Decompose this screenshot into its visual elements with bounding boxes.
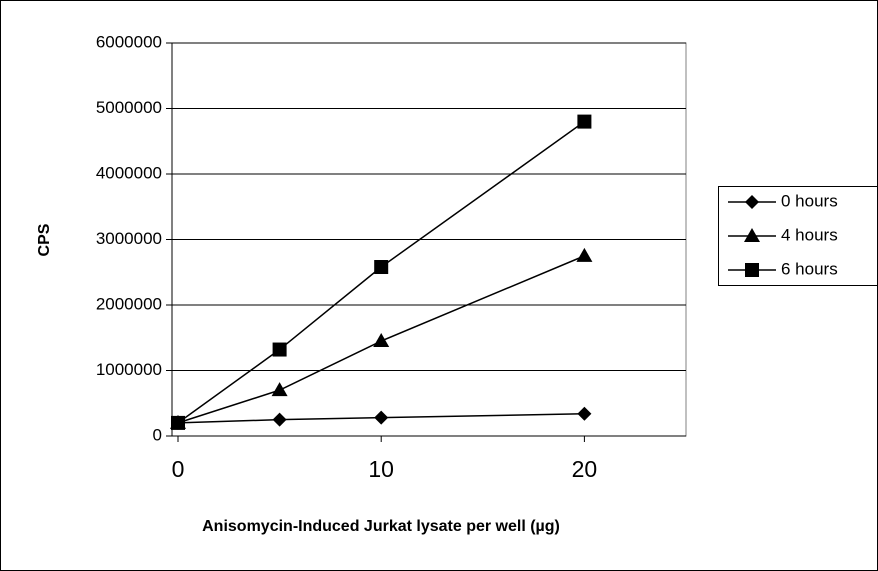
marker [577,406,592,421]
marker [374,260,389,275]
y-tick-label: 6000000 [96,32,162,51]
marker [374,410,389,425]
marker [271,382,288,397]
y-axis-label: CPS [36,223,53,256]
legend-label: 4 hours [781,225,838,244]
x-tick-label: 10 [368,456,394,482]
series-line [177,255,585,424]
marker [745,263,759,277]
marker [576,247,593,262]
marker [745,195,759,209]
legend-label: 6 hours [781,259,838,278]
marker [272,342,287,357]
y-tick-label: 3000000 [96,229,162,248]
legend-label: 0 hours [781,191,838,210]
marker [577,114,592,129]
marker [744,228,760,242]
marker [272,412,287,427]
x-tick-label: 0 [172,456,185,482]
marker [171,415,185,430]
series-line [177,120,585,424]
x-axis-label: Anisomycin-Induced Jurkat lysate per wel… [202,518,560,535]
y-tick-label: 0 [153,425,162,444]
series-line [177,412,585,424]
x-tick-label: 20 [572,456,598,482]
y-tick-label: 4000000 [96,163,162,182]
y-tick-label: 5000000 [96,98,162,117]
y-tick-label: 1000000 [96,360,162,379]
marker [373,333,390,348]
y-tick-label: 2000000 [96,294,162,313]
